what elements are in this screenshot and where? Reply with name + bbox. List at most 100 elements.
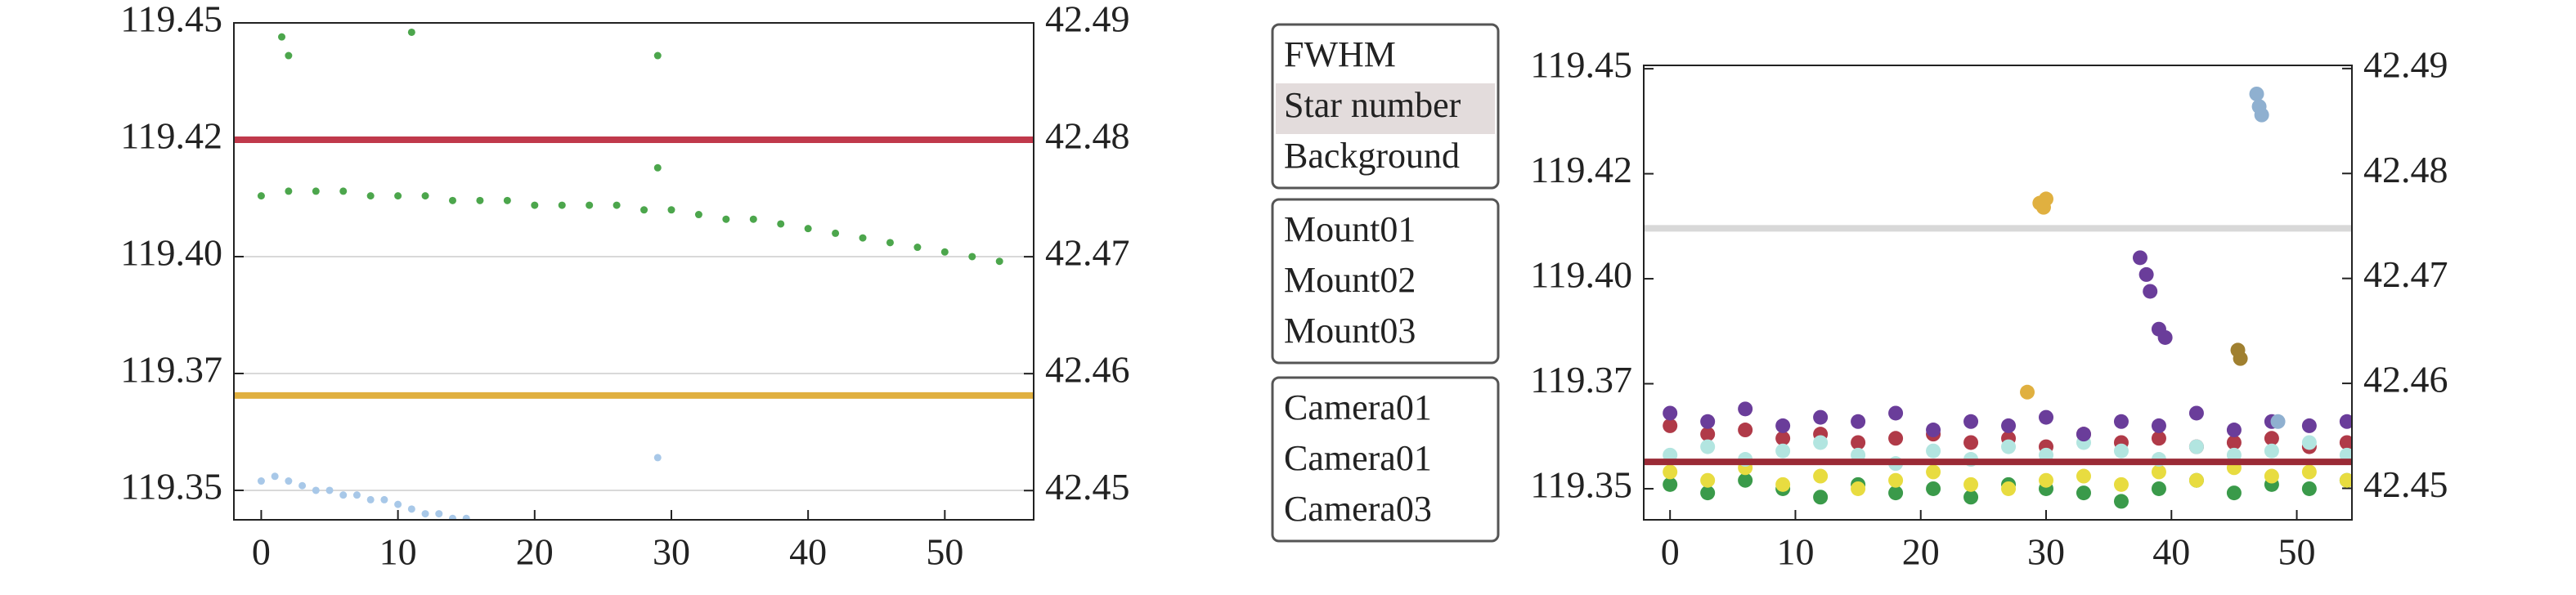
point <box>886 239 894 247</box>
point <box>325 486 334 494</box>
point <box>2113 476 2129 492</box>
point <box>1813 435 1829 450</box>
point <box>1700 472 1716 488</box>
x-tick-label: 30 <box>2027 531 2065 573</box>
point <box>832 229 840 237</box>
point <box>859 234 867 242</box>
y-tick-label: 119.45 <box>120 0 222 40</box>
point <box>2151 418 2166 433</box>
point <box>2264 443 2279 459</box>
point <box>394 500 402 508</box>
point <box>2113 443 2129 459</box>
point <box>1663 418 1678 433</box>
point <box>749 215 757 223</box>
point <box>1700 485 1716 501</box>
legend-item: Camera03 <box>1284 489 1432 529</box>
y2-tick-label: 42.47 <box>1045 232 1130 274</box>
y-tick-label: 119.35 <box>120 466 222 508</box>
point <box>968 253 976 261</box>
point <box>257 192 265 200</box>
point <box>1663 405 1678 421</box>
point <box>1738 472 1753 488</box>
point <box>407 505 415 513</box>
y-tick-label: 119.42 <box>1530 149 1632 190</box>
point <box>366 192 375 200</box>
point <box>667 206 675 214</box>
y-tick-label: 119.45 <box>1530 44 1632 86</box>
point <box>2039 191 2054 207</box>
point <box>1851 414 1866 429</box>
point <box>1775 476 1791 492</box>
point <box>1775 418 1791 433</box>
point <box>1738 423 1753 438</box>
y2-tick-label: 42.45 <box>1045 466 1130 508</box>
point <box>285 477 293 485</box>
x-tick-label: 40 <box>789 531 827 573</box>
x-tick-label: 0 <box>252 531 271 573</box>
x-tick-label: 10 <box>1776 531 1814 573</box>
x-tick-label: 30 <box>653 531 690 573</box>
point <box>257 477 265 485</box>
x-tick-label: 0 <box>1661 531 1680 573</box>
y2-tick-label: 42.48 <box>1045 115 1130 157</box>
point <box>339 491 348 499</box>
point <box>285 187 293 195</box>
point <box>1963 435 1979 450</box>
plot-frame <box>1643 65 2353 521</box>
point <box>2076 485 2091 501</box>
point <box>366 495 375 503</box>
point <box>339 187 348 195</box>
point <box>1851 435 1866 450</box>
point <box>2132 250 2147 266</box>
point <box>2339 472 2352 488</box>
y-tick-label: 119.37 <box>1530 359 1632 400</box>
point <box>940 248 949 256</box>
point <box>531 201 539 209</box>
point <box>1738 401 1753 417</box>
legend-item: Mount03 <box>1284 311 1416 351</box>
legend-box <box>1271 198 1500 365</box>
point <box>312 187 320 195</box>
point <box>2254 107 2269 123</box>
point <box>2113 494 2129 509</box>
point <box>1926 464 1941 480</box>
point <box>2138 266 2154 282</box>
point <box>2157 329 2173 345</box>
point <box>653 163 662 172</box>
point <box>1813 490 1829 505</box>
point <box>298 481 307 490</box>
point <box>476 196 484 204</box>
point <box>586 201 594 209</box>
y-tick-label: 119.40 <box>120 232 222 274</box>
y-tick-label: 119.35 <box>1530 464 1632 506</box>
x-tick-label: 10 <box>379 531 417 573</box>
x-tick-label: 50 <box>2278 531 2316 573</box>
point <box>278 33 286 41</box>
point <box>2301 418 2317 433</box>
plot-frame <box>233 22 1034 521</box>
point <box>271 472 279 481</box>
point <box>1663 476 1678 492</box>
x-tick-label: 50 <box>926 531 963 573</box>
legend-item: FWHM <box>1284 34 1396 74</box>
point <box>1813 409 1829 425</box>
point <box>2188 405 2204 421</box>
point <box>1775 443 1791 459</box>
point <box>2339 435 2352 450</box>
legend-item: Mount02 <box>1284 260 1416 300</box>
point <box>285 51 293 60</box>
point <box>421 510 429 518</box>
point <box>777 220 785 228</box>
point <box>2264 468 2279 484</box>
point <box>653 454 662 462</box>
point <box>640 206 648 214</box>
plot-area <box>234 28 1034 520</box>
point <box>653 51 662 60</box>
point <box>2076 427 2091 442</box>
point <box>1963 476 1979 492</box>
x-tick-label: 20 <box>516 531 554 573</box>
y2-tick-label: 42.47 <box>2363 253 2448 295</box>
point <box>1926 443 1941 459</box>
